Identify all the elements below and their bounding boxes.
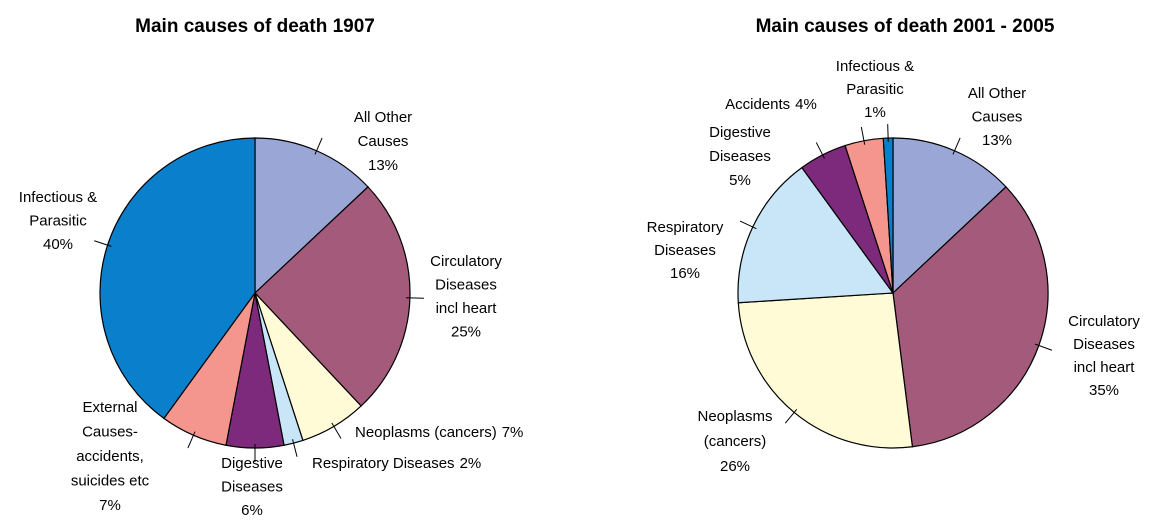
category-label: Neoplasms (cancers)	[697, 408, 772, 450]
value-label: 6%	[241, 502, 263, 519]
value-label: 2%	[460, 455, 482, 472]
slice-label: Digestive Diseases 6%	[221, 455, 283, 519]
slice-label: External Causes-accidents, suicides etc 7%	[71, 399, 150, 514]
label-line: Causes	[358, 133, 409, 150]
chart-title: Main causes of death 2001 - 2005	[756, 16, 1055, 37]
category-label: Circulatory Diseases incl heart	[1068, 313, 1140, 376]
label-line: incl heart	[1074, 359, 1136, 376]
category-label: Digestive Diseases	[709, 124, 771, 165]
value-label: 5%	[729, 172, 751, 189]
value-label: 40%	[43, 236, 73, 253]
value-label: 1%	[864, 104, 886, 121]
label-line: Causes-	[82, 424, 138, 441]
label-line: Neoplasms (cancers)	[355, 424, 497, 441]
value-label: 16%	[670, 265, 700, 282]
value-label: 25%	[451, 324, 481, 341]
leader-line	[187, 431, 196, 449]
label-line: Accidents	[725, 96, 790, 113]
label-line: (cancers)	[704, 433, 767, 450]
category-label: All Other Causes	[968, 85, 1026, 126]
leader-line	[815, 142, 825, 159]
label-line: Circulatory	[1068, 313, 1140, 330]
label-line: Digestive	[709, 124, 771, 141]
label-line: External	[82, 399, 137, 416]
slice-label: Neoplasms (cancers) 26%	[697, 408, 772, 475]
label-line: Parasitic	[846, 81, 904, 98]
chart-title: Main causes of death 1907	[135, 16, 375, 37]
slice-label: Infectious & Parasitic 40%	[19, 189, 97, 253]
leader-line	[784, 409, 798, 424]
leader-line	[1034, 343, 1053, 351]
category-label: Respiratory Diseases	[647, 219, 724, 259]
value-label: 35%	[1089, 382, 1119, 399]
category-label: Neoplasms (cancers)	[355, 424, 497, 441]
leader-line	[952, 137, 961, 155]
label-line: Diseases	[435, 277, 497, 294]
label-line: Parasitic	[29, 213, 87, 230]
category-label: External Causes-accidents, suicides etc	[71, 399, 150, 490]
slice-label: Accidents 4%	[725, 96, 817, 113]
label-line: Respiratory	[647, 219, 724, 236]
slice-label: Neoplasms (cancers) 7%	[355, 424, 523, 441]
label-line: Diseases	[709, 148, 771, 165]
label-line: All Other	[968, 85, 1026, 102]
category-label: Circulatory Diseases incl heart	[430, 253, 502, 317]
leader-line	[292, 439, 298, 457]
value-label: 26%	[720, 458, 750, 475]
label-line: Diseases	[221, 479, 283, 496]
slice-label: Respiratory Diseases 2%	[312, 455, 481, 472]
leader-line	[314, 137, 323, 155]
value-label: 4%	[795, 96, 817, 113]
slice-label: All Other Causes 13%	[354, 109, 412, 174]
label-line: All Other	[354, 109, 412, 126]
category-label: Accidents	[725, 96, 790, 113]
slice-label: Circulatory Diseases incl heart 25%	[430, 253, 502, 341]
value-label: 13%	[368, 157, 398, 174]
leader-line	[331, 422, 342, 439]
leader-line	[860, 126, 866, 145]
label-line: incl heart	[436, 300, 498, 317]
slice-label: All Other Causes 13%	[968, 85, 1026, 149]
label-line: Diseases	[1073, 336, 1135, 353]
label-line: Circulatory	[430, 253, 502, 270]
leader-line	[887, 124, 889, 143]
label-line: accidents,	[76, 448, 144, 465]
category-label: Infectious & Parasitic	[19, 189, 97, 230]
leader-line	[739, 220, 757, 230]
leader-line	[94, 240, 112, 247]
value-label: 7%	[99, 497, 121, 514]
label-line: Neoplasms	[697, 408, 772, 425]
label-line: Causes	[972, 109, 1023, 126]
label-line: Infectious &	[836, 58, 914, 75]
label-line: Diseases	[654, 242, 716, 259]
slice-label: Circulatory Diseases incl heart 35%	[1068, 313, 1140, 399]
label-line: Digestive	[221, 455, 283, 472]
category-label: Respiratory Diseases	[312, 455, 455, 472]
label-line: suicides etc	[71, 473, 150, 490]
label-line: Infectious &	[19, 189, 97, 206]
category-label: Digestive Diseases	[221, 455, 283, 496]
leader-line	[405, 297, 424, 299]
slice-label: Digestive Diseases 5%	[709, 124, 771, 189]
label-line: Respiratory Diseases	[312, 455, 455, 472]
slice-label: Respiratory Diseases 16%	[647, 219, 724, 282]
slice-label: Infectious & Parasitic 1%	[836, 58, 914, 121]
category-label: Infectious & Parasitic	[836, 58, 914, 98]
value-label: 13%	[982, 132, 1012, 149]
category-label: All Other Causes	[354, 109, 412, 150]
value-label: 7%	[502, 424, 524, 441]
